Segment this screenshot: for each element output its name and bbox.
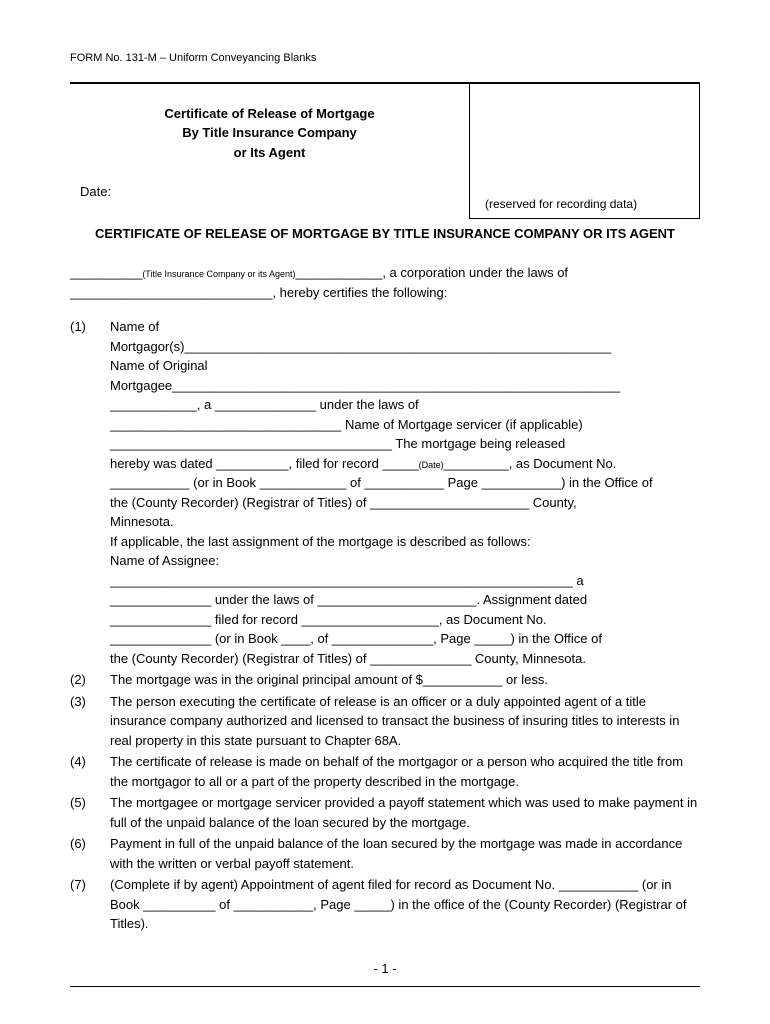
item-1-line-2[interactable]: Mortgagor(s)____________________________… [110, 337, 700, 357]
item-1-line-15[interactable]: ______________ under the laws of _______… [110, 590, 700, 610]
item-1-line-16[interactable]: ______________ filed for record ________… [110, 610, 700, 630]
item-6-content: Payment in full of the unpaid balance of… [110, 834, 700, 873]
item-6-number: (6) [70, 834, 110, 873]
header-box: Certificate of Release of Mortgage By Ti… [70, 82, 700, 219]
item-5-number: (5) [70, 793, 110, 832]
item-1-line-9[interactable]: ___________ (or in Book ____________ of … [110, 473, 700, 493]
item-1-line-18[interactable]: the (County Recorder) (Registrar of Titl… [110, 649, 700, 669]
bottom-rule [70, 986, 700, 987]
item-1-line-10[interactable]: the (County Recorder) (Registrar of Titl… [110, 493, 700, 513]
item-1-line-8[interactable]: hereby was dated __________, filed for r… [110, 454, 700, 474]
page-number: - 1 - [70, 959, 700, 979]
item-7-number: (7) [70, 875, 110, 934]
item-2-content[interactable]: The mortgage was in the original princip… [110, 670, 700, 690]
item-3-content: The person executing the certificate of … [110, 692, 700, 751]
item-1-line-11: Minnesota. [110, 512, 700, 532]
header-left: Certificate of Release of Mortgage By Ti… [70, 84, 469, 219]
item-1-number: (1) [70, 317, 110, 668]
date-field[interactable]: Date: [80, 182, 459, 202]
intro-text-1: , a corporation under the laws of [382, 265, 568, 280]
intro-paragraph: __________(Title Insurance Company or it… [70, 263, 700, 302]
item-7-content[interactable]: (Complete if by agent) Appointment of ag… [110, 875, 700, 934]
certificate-title: Certificate of Release of Mortgage By Ti… [80, 104, 459, 163]
date-label: Date: [80, 184, 111, 199]
form-number-header: FORM No. 131-M – Uniform Conveyancing Bl… [70, 50, 700, 67]
item-1-line-14[interactable]: ________________________________________… [110, 571, 700, 591]
intro-text-2: , hereby certifies the following: [272, 285, 447, 300]
item-1-line-7[interactable]: _______________________________________ … [110, 434, 700, 454]
item-1-line-3: Name of Original [110, 356, 700, 376]
intro-small-label: (Title Insurance Company or its Agent) [142, 269, 295, 279]
reserved-text: (reserved for recording data) [485, 195, 689, 213]
document-page: FORM No. 131-M – Uniform Conveyancing Bl… [0, 0, 770, 1017]
item-1-content: Name of Mortgagor(s)____________________… [110, 317, 700, 668]
item-4-number: (4) [70, 752, 110, 791]
item-1-line-12: If applicable, the last assignment of th… [110, 532, 700, 552]
main-certificate-title: CERTIFICATE OF RELEASE OF MORTGAGE BY TI… [70, 224, 700, 244]
item-5-content: The mortgagee or mortgage servicer provi… [110, 793, 700, 832]
item-1-line-17[interactable]: ______________ (or in Book ____, of ____… [110, 629, 700, 649]
item-2: (2) The mortgage was in the original pri… [70, 670, 700, 690]
item-5: (5) The mortgagee or mortgage servicer p… [70, 793, 700, 832]
item-1-line-13: Name of Assignee: [110, 551, 700, 571]
recording-data-box: (reserved for recording data) [469, 84, 699, 219]
item-1-line-1: Name of [110, 317, 700, 337]
item-6: (6) Payment in full of the unpaid balanc… [70, 834, 700, 873]
cert-title-line-3: or Its Agent [80, 143, 459, 163]
item-4-content: The certificate of release is made on be… [110, 752, 700, 791]
cert-title-line-1: Certificate of Release of Mortgage [80, 104, 459, 124]
item-3-number: (3) [70, 692, 110, 751]
item-1: (1) Name of Mortgagor(s)________________… [70, 317, 700, 668]
item-7: (7) (Complete if by agent) Appointment o… [70, 875, 700, 934]
cert-title-line-2: By Title Insurance Company [80, 123, 459, 143]
item-1-line-6[interactable]: ________________________________ Name of… [110, 415, 700, 435]
item-2-number: (2) [70, 670, 110, 690]
item-1-line-5[interactable]: ____________, a ______________ under the… [110, 395, 700, 415]
item-4: (4) The certificate of release is made o… [70, 752, 700, 791]
item-1-line-4[interactable]: Mortgagee_______________________________… [110, 376, 700, 396]
item-3: (3) The person executing the certificate… [70, 692, 700, 751]
